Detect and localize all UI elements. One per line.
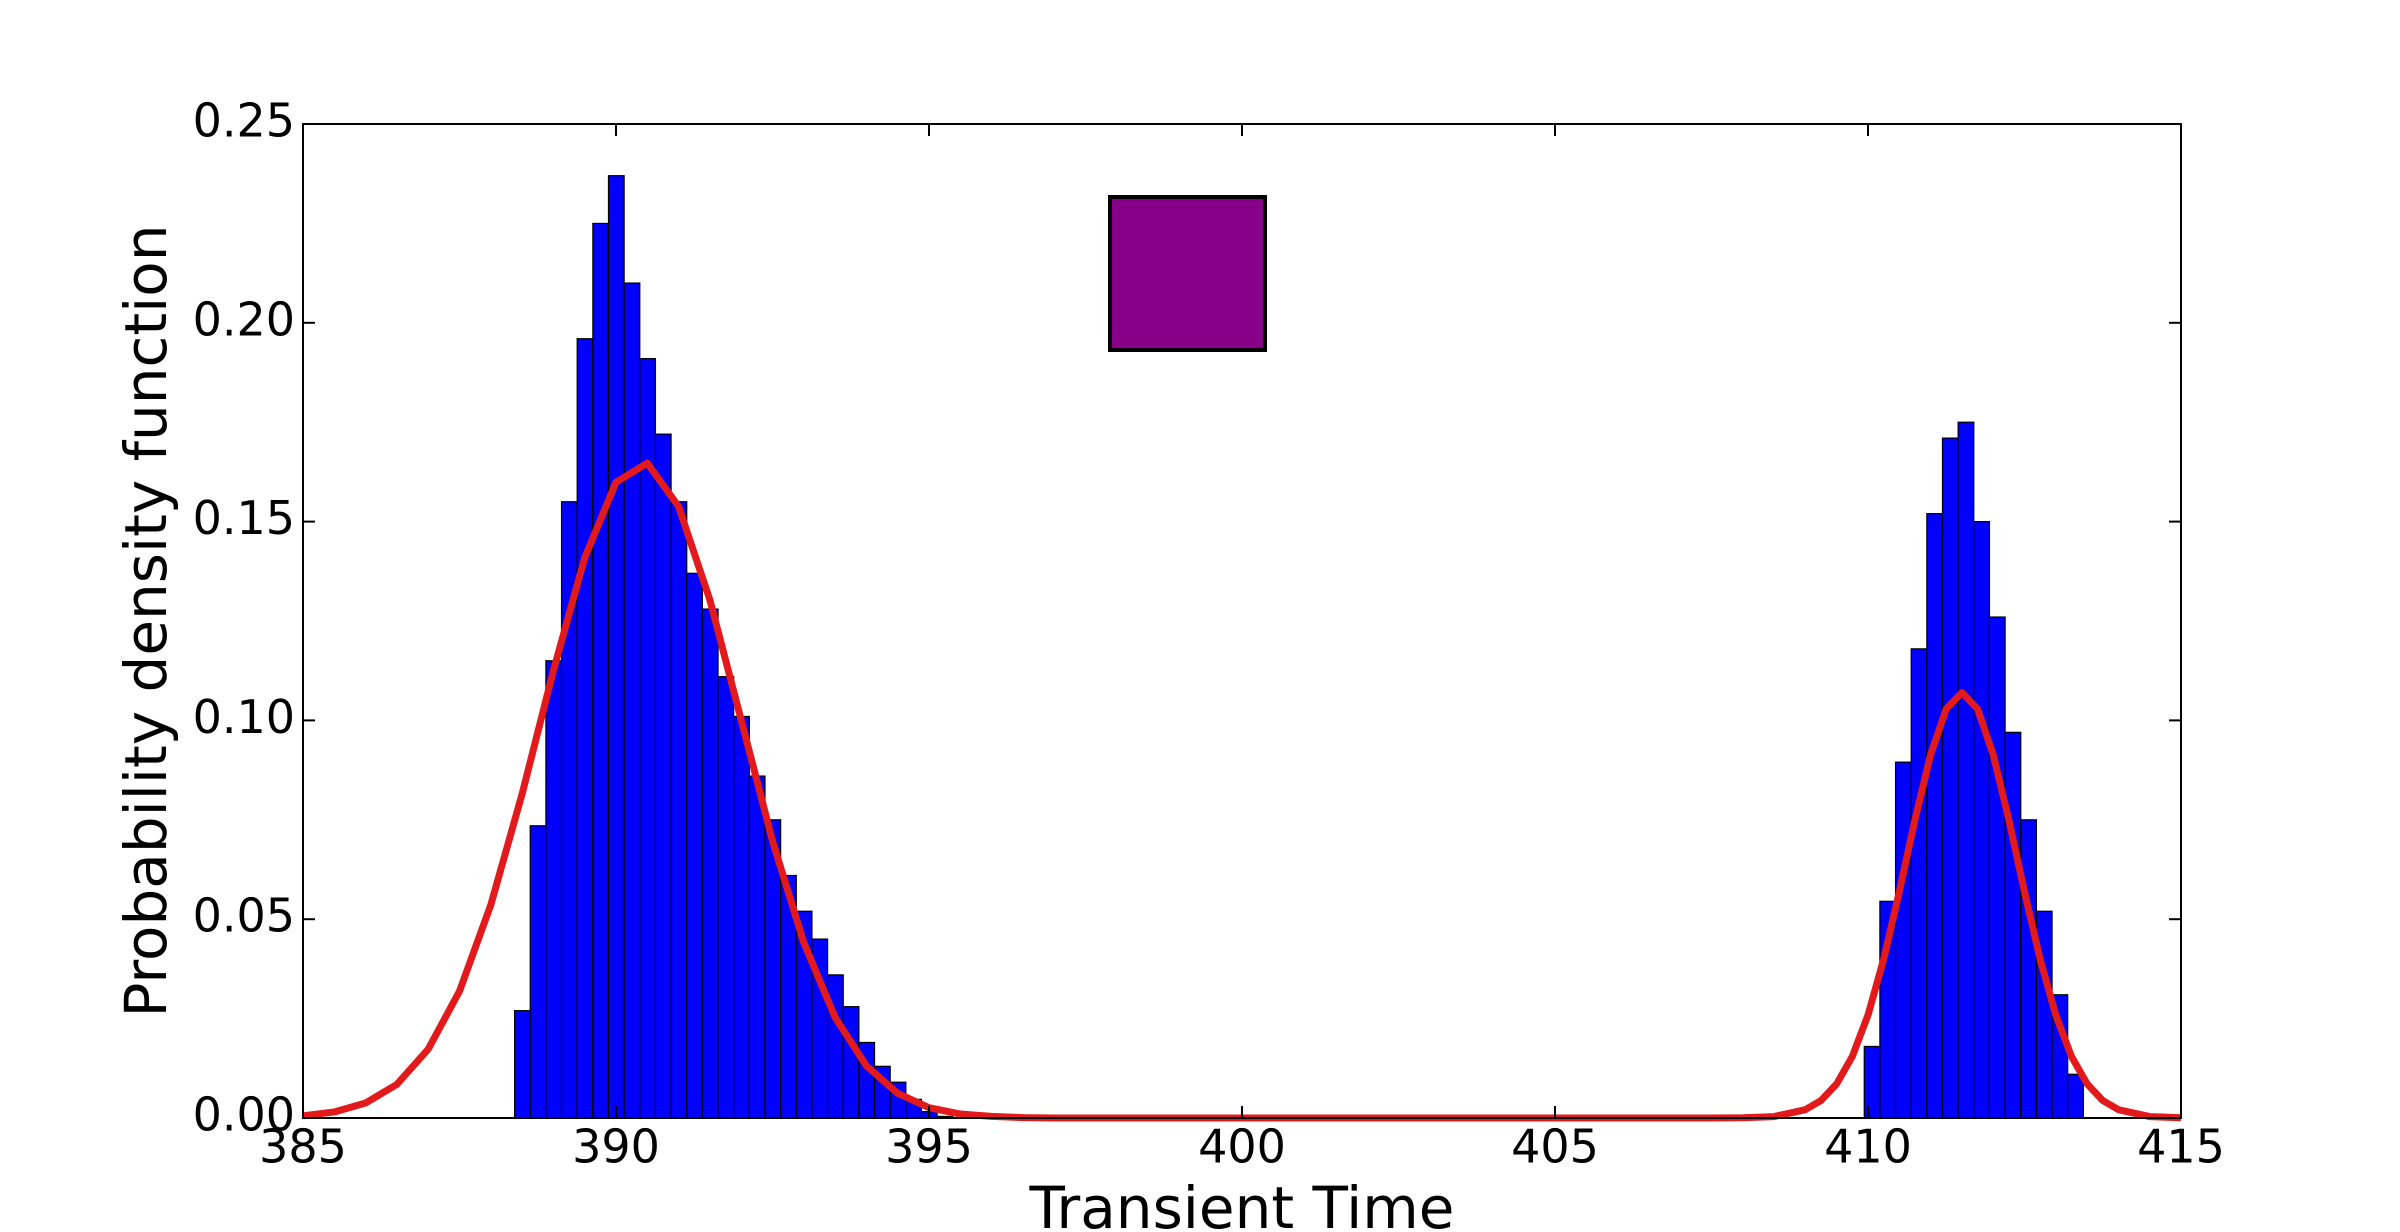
histogram-bar [717,676,735,1119]
y-tick-label: 0.05 [193,889,295,943]
y-tick-label: 0.25 [193,94,295,148]
x-tick-label: 415 [2137,1120,2225,1174]
histogram-bar [545,660,563,1119]
x-tick-label: 405 [1511,1120,1599,1174]
histogram-bar [529,825,547,1119]
histogram-bar [654,433,672,1119]
plot-area [302,175,2182,1122]
x-tick-label: 400 [1198,1120,1286,1174]
histogram-bar [2020,819,2037,1119]
histogram-bar [686,572,703,1119]
legend-box [1108,195,1267,352]
histogram-bar [1957,421,1975,1119]
x-tick-label: 395 [885,1120,973,1174]
histogram-bar [1910,648,1928,1119]
x-tick-label: 390 [572,1120,660,1174]
histogram-bar [576,338,594,1119]
histogram-bar [1926,513,1944,1119]
histogram-bar [623,282,641,1119]
histogram-bar [733,715,750,1119]
x-axis-label: Transient Time [1029,1174,1455,1232]
histogram-bar [1863,1045,1881,1119]
histogram-bar [592,222,610,1119]
histogram-bar [1894,761,1912,1119]
y-axis-label: Probability density function [112,224,180,1017]
histogram-bar [513,1010,531,1119]
x-tick-label: 385 [259,1120,347,1174]
x-tick-label: 410 [1824,1120,1912,1174]
histogram-bar [1973,520,1991,1119]
y-tick-label: 0.20 [193,292,295,346]
y-tick-label: 0.00 [193,1088,295,1142]
histogram-bar [2004,731,2022,1119]
histogram-bar [670,501,688,1119]
histogram-bar [842,1006,860,1119]
histogram-bar [1988,616,2006,1119]
histogram-bar [2067,1073,2084,1119]
histogram-bar [748,775,766,1119]
histogram-bar [1941,437,1959,1119]
y-tick-label: 0.15 [193,491,295,545]
histogram-bar [701,608,719,1119]
histogram-bar [607,175,625,1119]
y-tick-label: 0.10 [193,690,295,744]
